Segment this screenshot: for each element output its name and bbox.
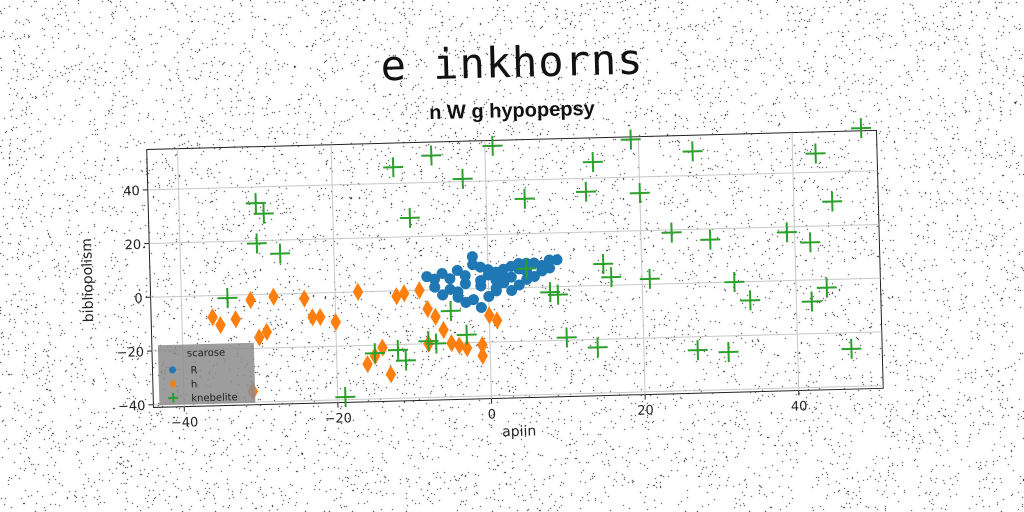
data-point-circle xyxy=(429,282,440,293)
data-point-diamond xyxy=(245,291,256,309)
data-point-plus xyxy=(817,277,838,298)
data-point-diamond xyxy=(477,347,488,365)
data-point-plus xyxy=(841,339,862,360)
y-tick-label: 20 xyxy=(124,238,141,253)
legend-title: scarose xyxy=(187,348,225,360)
data-point-plus xyxy=(620,129,641,150)
data-point-circle xyxy=(460,278,471,289)
data-point-plus xyxy=(724,272,745,293)
data-point-plus xyxy=(587,337,608,358)
y-axis-label: bibliopolism xyxy=(79,238,97,323)
plot-area: −40 −20 0 20 40 −40 −20 0 20 40 apiin bibliopolis… xyxy=(76,118,884,452)
x-tick-label: 40 xyxy=(791,399,808,414)
data-point-plus xyxy=(700,229,721,250)
data-point-plus xyxy=(247,233,268,254)
x-tick-label: 0 xyxy=(488,407,497,422)
y-tick-label: −40 xyxy=(118,399,146,415)
data-point-diamond xyxy=(454,336,465,354)
y-tick-label: 40 xyxy=(123,184,140,199)
data-point-plus xyxy=(400,208,421,229)
data-point-plus xyxy=(800,232,821,253)
data-point-circle xyxy=(467,251,478,262)
data-point-plus xyxy=(421,145,442,166)
data-point-plus xyxy=(805,143,826,164)
data-point-diamond xyxy=(353,283,364,301)
data-point-plus xyxy=(383,157,404,178)
legend-entry-label: h xyxy=(191,379,198,390)
data-point-plus xyxy=(270,243,291,264)
legend-entry-label: knebelite xyxy=(191,392,238,404)
x-gridline xyxy=(792,133,799,391)
data-point-plus xyxy=(452,169,473,190)
x-gridline xyxy=(331,145,338,403)
y-gridline xyxy=(153,386,883,405)
data-point-plus xyxy=(556,327,577,348)
data-marks xyxy=(203,118,878,411)
data-point-plus xyxy=(682,141,703,162)
y-tick-label: −20 xyxy=(116,345,144,361)
data-point-diamond xyxy=(385,365,396,383)
data-point-plus xyxy=(851,118,872,139)
data-point-diamond xyxy=(446,334,457,352)
x-tick-label: −40 xyxy=(171,415,199,431)
data-point-plus xyxy=(802,291,823,312)
data-point-circle xyxy=(476,302,487,313)
data-point-plus xyxy=(687,340,708,361)
data-point-diamond xyxy=(268,288,279,306)
data-point-plus xyxy=(576,182,597,203)
data-point-plus xyxy=(661,222,682,243)
y-gridline xyxy=(149,224,879,243)
legend-entry-label: R xyxy=(190,365,197,376)
data-point-plus xyxy=(440,301,461,322)
data-point-plus xyxy=(583,152,604,173)
x-gridline xyxy=(638,137,645,395)
x-axis-label: apiin xyxy=(502,423,537,440)
y-tick-label: 0 xyxy=(134,291,143,306)
data-point-plus xyxy=(630,183,651,204)
data-point-diamond xyxy=(391,287,402,305)
data-point-diamond xyxy=(438,321,449,339)
data-point-plus xyxy=(217,288,238,309)
data-point-plus xyxy=(740,290,761,311)
data-point-plus xyxy=(514,189,535,210)
y-gridline xyxy=(148,171,878,190)
data-point-diamond xyxy=(299,289,310,307)
data-point-plus xyxy=(718,342,739,363)
data-point-diamond xyxy=(315,308,326,326)
data-point-diamond xyxy=(330,313,341,331)
data-point-diamond xyxy=(230,310,241,328)
data-point-diamond xyxy=(414,281,425,299)
legend: scarose Rh knebelite xyxy=(158,343,256,405)
data-point-diamond xyxy=(399,284,410,302)
x-tick-label: −20 xyxy=(324,411,352,427)
x-tick-label: 20 xyxy=(637,403,654,418)
data-point-plus xyxy=(822,191,843,212)
